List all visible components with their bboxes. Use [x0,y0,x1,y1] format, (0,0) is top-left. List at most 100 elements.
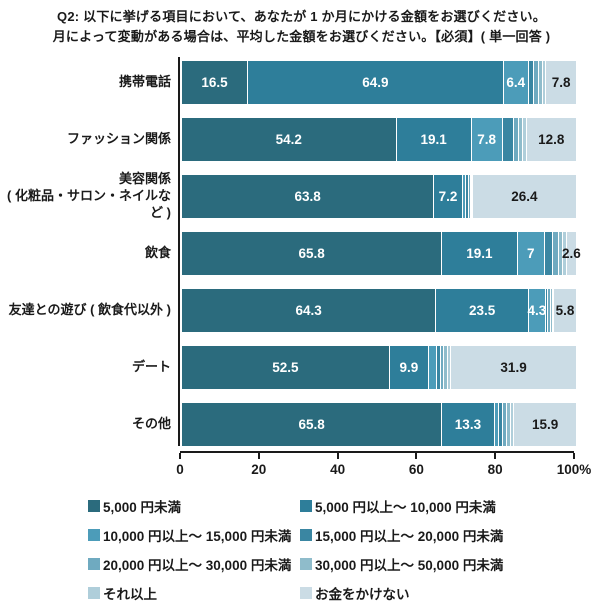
bar-segment: 63.8 [182,175,434,218]
legend-swatch [88,529,100,541]
bar-segment [522,118,526,161]
bar-segment: 64.9 [247,61,503,104]
legend-label: 15,000 円以上～ 20,000 円未満 [315,529,504,544]
bar-segment: 5.8 [553,289,576,332]
bar-segment: 31.9 [450,346,576,389]
bar-segment [542,61,546,104]
category-label-line: 美容関係 [118,171,171,187]
value-label: 12.8 [538,132,565,147]
bar-segment [509,403,514,446]
bar-segment: 52.5 [182,346,389,389]
bar-segment [498,403,503,446]
legend-swatch [300,500,312,512]
x-axis-tick [415,453,418,459]
bar-segment [461,175,465,218]
value-label: 9.9 [399,360,419,375]
value-label: 7.2 [438,189,458,204]
x-axis-tick [336,453,339,459]
legend-item: それ以上 [88,583,300,603]
bar-segment [538,61,543,104]
legend-item: 5,000 円未満 [88,496,300,516]
category-label-line: ファッション関係 [66,131,171,147]
legend-swatch [300,558,312,570]
value-label: 23.5 [468,303,496,318]
bar-track: 52.5 9.9 31.9 [182,346,576,389]
bar-segment [551,289,554,332]
bar-segment [549,289,552,332]
bar-track: 65.8 13.3 15.9 [182,403,576,446]
value-label: 65.8 [298,246,325,261]
bar-segment [427,346,437,389]
x-axis-tick [257,453,260,459]
category-label: ファッション関係 [0,131,180,148]
bar-segment [506,403,510,446]
bar-segment: 15.9 [513,403,576,446]
chart-title-line2: 月によって変動がある場合は、平均した金額をお選びください。【必須】( 単一回答 … [52,29,551,44]
bar-segment: 7.8 [545,61,576,104]
bar-segment: 26.4 [471,175,576,218]
legend-item: 5,000 円以上～ 10,000 円未満 [300,496,603,516]
legend-swatch [88,558,100,570]
chart-title-line1: Q2: 以下に挙げる項目において、あなたが 1 か月にかける金額をお選びください… [57,9,546,24]
bar-segment [558,232,563,275]
bar-row: デート 52.5 9.9 31.9 [0,346,603,389]
value-label: 26.4 [511,189,538,204]
bar-track: 65.8 19.1 7 2.6 [182,232,581,275]
bar-segment: 7.8 [470,118,502,161]
bar-track: 54.2 19.1 7.8 12.8 [182,118,576,161]
category-label-line: 携帯電話 [118,74,171,90]
legend-label: 10,000 円以上～ 15,000 円未満 [103,529,292,544]
bar-segment: 9.9 [388,346,428,389]
value-label: 19.1 [420,132,447,147]
value-label: 4.3 [527,303,547,318]
bar-row: 友達との遊び ( 飲食代以外 ) 64.3 23.5 4.3 5.8 [0,289,603,332]
value-label: 31.9 [500,360,527,375]
category-label: その他 [0,416,180,433]
category-label: デート [0,359,180,376]
legend: 5,000 円未満 5,000 円以上～ 10,000 円未満 10,000 円以上… [88,496,603,603]
chart-title: Q2: 以下に挙げる項目において、あなたが 1 か月にかける金額をお選びください… [0,7,603,47]
legend-label: 30,000 円以上～ 50,000 円未満 [315,558,504,573]
bar-track: 63.8 7.2 26.4 [182,175,576,218]
bar-segment: 7.2 [433,175,462,218]
bar-segment [446,346,451,389]
bar-segment [562,232,566,275]
bar-segment [551,232,559,275]
y-axis-line [178,57,180,446]
bar-segment: 19.1 [441,232,517,275]
bar-segment [501,118,513,161]
bar-segment [443,346,447,389]
legend-item: 30,000 円以上～ 50,000 円未満 [300,554,603,574]
bar-segment [464,175,468,218]
value-label: 7.8 [477,132,497,147]
bar-segment: 2.6 [562,232,581,275]
x-axis-tick-label: 100% [556,462,592,477]
x-axis-tick [179,453,181,459]
bar-segment: 65.8 [182,403,442,446]
category-label-line: その他 [131,416,171,432]
category-label-line: ( 化粧品・サロン・ネイルなど ) [7,188,171,220]
bar-segment [470,175,472,218]
bar-segment: 4.3 [527,289,547,332]
category-label: 友達との遊び ( 飲食代以外 ) [0,302,180,319]
bar-segment: 13.3 [441,403,494,446]
value-label: 64.9 [362,75,389,90]
value-label: 7 [527,246,535,261]
plot-area: 携帯電話 16.5 64.9 6.4 7.8 ファッション関係 54.2 19.1 7.8 12.… [0,57,603,446]
value-label: 16.5 [201,75,228,90]
value-label: 2.6 [561,246,581,261]
bar-segment [547,289,550,332]
bar-row: ファッション関係 54.2 19.1 7.8 12.8 [0,118,603,161]
category-label-line: デート [131,359,171,375]
bar-track: 64.3 23.5 4.3 5.8 [182,289,576,332]
category-label: 飲食 [0,245,180,262]
bar-segment [512,118,519,161]
bar-segment [467,175,470,218]
legend-swatch [300,529,312,541]
bar-segment [518,118,523,161]
legend-item: お金をかけない [300,583,603,603]
bar-row: その他 65.8 13.3 15.9 [0,403,603,446]
bar-segment: 6.4 [502,61,528,104]
bar-track: 16.5 64.9 6.4 7.8 [182,61,576,104]
bar-segment: 19.1 [395,118,471,161]
